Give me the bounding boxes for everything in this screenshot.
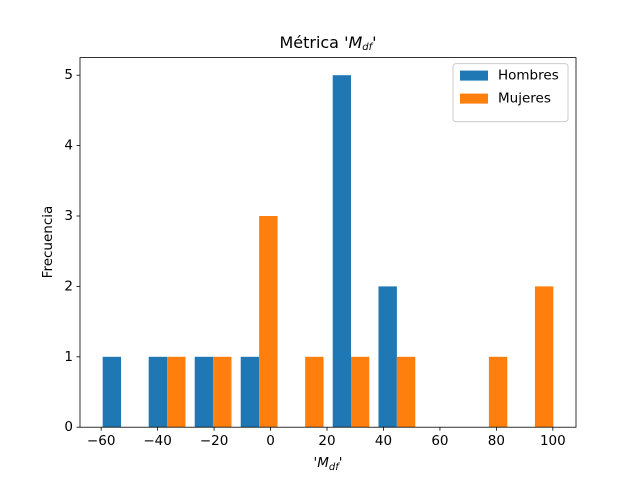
- bar: [102, 356, 122, 428]
- x-tick-label: 0: [266, 433, 275, 449]
- x-tick-label: −20: [200, 433, 229, 449]
- axes-frame: [79, 57, 577, 428]
- y-tick-label: 3: [64, 208, 73, 224]
- x-axis-label: 'Mdf': [314, 455, 343, 473]
- x-tick-label: 100: [540, 433, 566, 449]
- bar: [534, 286, 554, 428]
- x-tick-label: 60: [431, 433, 448, 449]
- chart-title: Métrica 'Mdf': [279, 33, 376, 54]
- title-text: ': [372, 33, 376, 52]
- y-axis-label: Frecuencia: [40, 206, 56, 279]
- xlabel-subscript: df: [329, 462, 340, 473]
- x-tick-label: −60: [87, 433, 116, 449]
- y-tick-label: 1: [64, 349, 73, 365]
- bar: [259, 216, 278, 428]
- x-tick-label: −40: [143, 433, 172, 449]
- x-tick-label: 20: [318, 433, 335, 449]
- xlabel-text: ': [314, 455, 318, 471]
- y-tick-label: 4: [64, 138, 73, 154]
- bar: [378, 286, 397, 428]
- bar: [213, 356, 232, 428]
- title-math: M: [348, 33, 362, 52]
- legend-swatch: [460, 93, 488, 104]
- x-tick-label: 80: [488, 433, 505, 449]
- bar: [305, 356, 324, 428]
- x-tick-label: 40: [375, 433, 392, 449]
- legend-label: Hombres: [498, 68, 559, 84]
- title-subscript: df: [362, 42, 373, 53]
- legend-swatch: [460, 70, 488, 81]
- y-tick-label: 0: [64, 419, 73, 435]
- bar: [396, 356, 416, 428]
- title-text: Métrica ': [279, 33, 348, 52]
- bar: [332, 75, 352, 428]
- bar: [167, 356, 186, 428]
- y-tick-label: 2: [64, 278, 73, 294]
- bar: [148, 356, 168, 428]
- bar: [488, 356, 508, 428]
- bar: [194, 356, 214, 428]
- legend-label: Mujeres: [498, 91, 551, 107]
- xlabel-text: ': [339, 455, 343, 471]
- xlabel-math: M: [317, 455, 329, 471]
- bar: [351, 356, 370, 428]
- bar: [240, 356, 260, 428]
- y-tick-label: 5: [64, 67, 73, 83]
